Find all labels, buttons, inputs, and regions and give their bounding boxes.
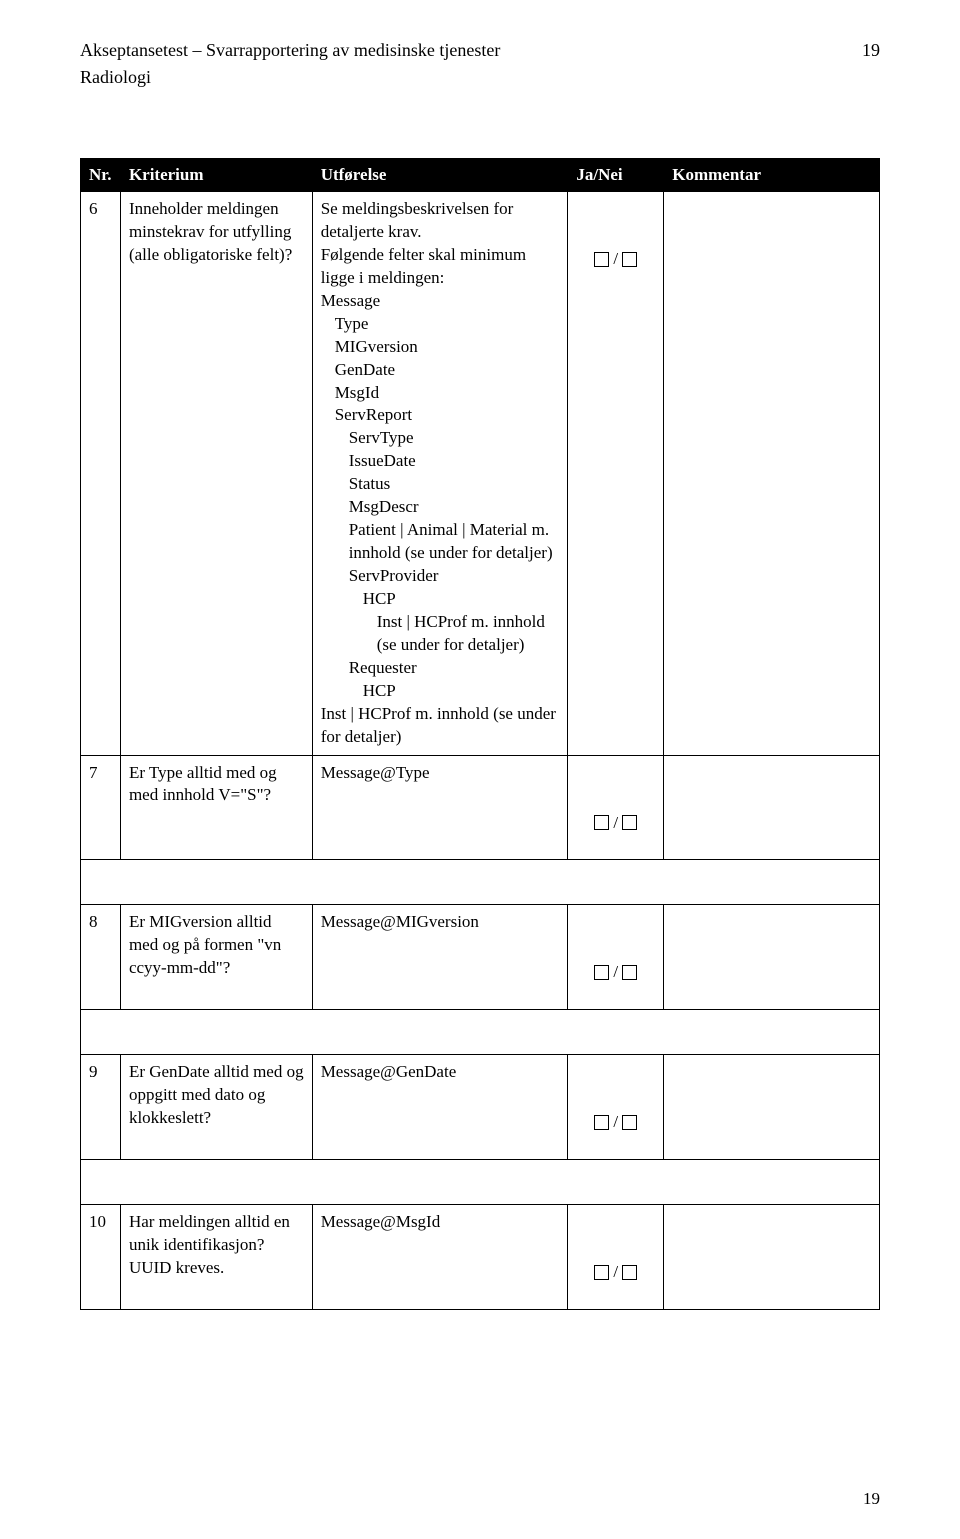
table-row: 6Inneholder meldingen minstekrav for utf… xyxy=(81,192,880,756)
checkbox-nei[interactable] xyxy=(622,815,637,830)
janei-checkboxes: / xyxy=(594,961,637,984)
janei-checkboxes: / xyxy=(594,812,637,835)
spacer-row xyxy=(81,860,880,905)
checkbox-ja[interactable] xyxy=(594,1115,609,1130)
cell-kommentar xyxy=(664,755,880,860)
col-header-kriterium: Kriterium xyxy=(120,159,312,192)
page-header-row: Akseptansetest – Svarrapportering av med… xyxy=(80,40,880,61)
col-header-nr: Nr. xyxy=(81,159,121,192)
checkbox-nei[interactable] xyxy=(622,1265,637,1280)
cell-kommentar xyxy=(664,1055,880,1160)
cell-janei: / xyxy=(568,192,664,756)
cell-kriterium: Er MIGversion alltid med og på formen "v… xyxy=(120,905,312,1010)
cell-utforelse: Message@MIGversion xyxy=(312,905,568,1010)
checkbox-nei[interactable] xyxy=(622,1115,637,1130)
criteria-table: Nr. Kriterium Utførelse Ja/Nei Kommentar… xyxy=(80,158,880,1310)
cell-kriterium: Er Type alltid med og med innhold V="S"? xyxy=(120,755,312,860)
utf-intro: Se meldingsbeskrivelsen for detaljerte k… xyxy=(321,198,560,290)
table-row: 7Er Type alltid med og med innhold V="S"… xyxy=(81,755,880,860)
utf-tree-item: Inst | HCProf m. innhold (se under for d… xyxy=(321,611,560,657)
checkbox-ja[interactable] xyxy=(594,815,609,830)
spacer-row xyxy=(81,1160,880,1205)
cell-kriterium: Er GenDate alltid med og oppgitt med dat… xyxy=(120,1055,312,1160)
page-number-top: 19 xyxy=(862,40,880,61)
checkbox-nei[interactable] xyxy=(622,965,637,980)
page: Akseptansetest – Svarrapportering av med… xyxy=(0,0,960,1539)
janei-checkboxes: / xyxy=(594,1111,637,1134)
table-row: 8Er MIGversion alltid med og på formen "… xyxy=(81,905,880,1010)
table-header-row: Nr. Kriterium Utførelse Ja/Nei Kommentar xyxy=(81,159,880,192)
col-header-janei: Ja/Nei xyxy=(568,159,664,192)
cell-nr: 6 xyxy=(81,192,121,756)
spacer-row xyxy=(81,1010,880,1055)
utf-tree-item: Patient | Animal | Material m. innhold (… xyxy=(321,519,560,565)
cell-nr: 9 xyxy=(81,1055,121,1160)
cell-utforelse: Message@Type xyxy=(312,755,568,860)
cell-nr: 8 xyxy=(81,905,121,1010)
col-header-kommentar: Kommentar xyxy=(664,159,880,192)
checkbox-ja[interactable] xyxy=(594,1265,609,1280)
page-title-line1: Akseptansetest – Svarrapportering av med… xyxy=(80,40,500,61)
checkbox-nei[interactable] xyxy=(622,252,637,267)
table-row: 9Er GenDate alltid med og oppgitt med da… xyxy=(81,1055,880,1160)
cell-janei: / xyxy=(568,1055,664,1160)
cell-janei: / xyxy=(568,755,664,860)
utf-tree-item: Type xyxy=(321,313,560,336)
col-header-utforelse: Utførelse xyxy=(312,159,568,192)
cell-janei: / xyxy=(568,905,664,1010)
utf-tree-item: IssueDate xyxy=(321,450,560,473)
cell-utforelse: Message@GenDate xyxy=(312,1055,568,1160)
utf-tree-item: ServType xyxy=(321,427,560,450)
cell-utforelse: Message@MsgId xyxy=(312,1205,568,1310)
utf-tree-item: ServProvider xyxy=(321,565,560,588)
cell-kriterium: Har meldingen alltid en unik identifikas… xyxy=(120,1205,312,1310)
utf-tree-item: Message xyxy=(321,290,560,313)
utf-tree-item: MsgDescr xyxy=(321,496,560,519)
janei-checkboxes: / xyxy=(594,1261,637,1284)
utf-tree-item: Inst | HCProf m. innhold (se under for d… xyxy=(321,703,560,749)
utf-tree-item: MsgId xyxy=(321,382,560,405)
cell-kommentar xyxy=(664,905,880,1010)
utf-tree-item: ServReport xyxy=(321,404,560,427)
utf-tree-item: MIGversion xyxy=(321,336,560,359)
checkbox-ja[interactable] xyxy=(594,965,609,980)
utf-tree-item: GenDate xyxy=(321,359,560,382)
checkbox-ja[interactable] xyxy=(594,252,609,267)
utf-tree-item: HCP xyxy=(321,588,560,611)
utf-tree-item: Requester xyxy=(321,657,560,680)
table-body: 6Inneholder meldingen minstekrav for utf… xyxy=(81,192,880,1310)
page-title-line2: Radiologi xyxy=(80,67,880,88)
cell-kriterium: Inneholder meldingen minstekrav for utfy… xyxy=(120,192,312,756)
cell-kommentar xyxy=(664,192,880,756)
cell-nr: 10 xyxy=(81,1205,121,1310)
page-number-bottom: 19 xyxy=(863,1489,880,1509)
cell-kommentar xyxy=(664,1205,880,1310)
utf-tree-item: HCP xyxy=(321,680,560,703)
utf-tree-item: Status xyxy=(321,473,560,496)
table-row: 10Har meldingen alltid en unik identifik… xyxy=(81,1205,880,1310)
janei-checkboxes: / xyxy=(594,248,637,271)
cell-utforelse: Se meldingsbeskrivelsen for detaljerte k… xyxy=(312,192,568,756)
cell-janei: / xyxy=(568,1205,664,1310)
cell-nr: 7 xyxy=(81,755,121,860)
